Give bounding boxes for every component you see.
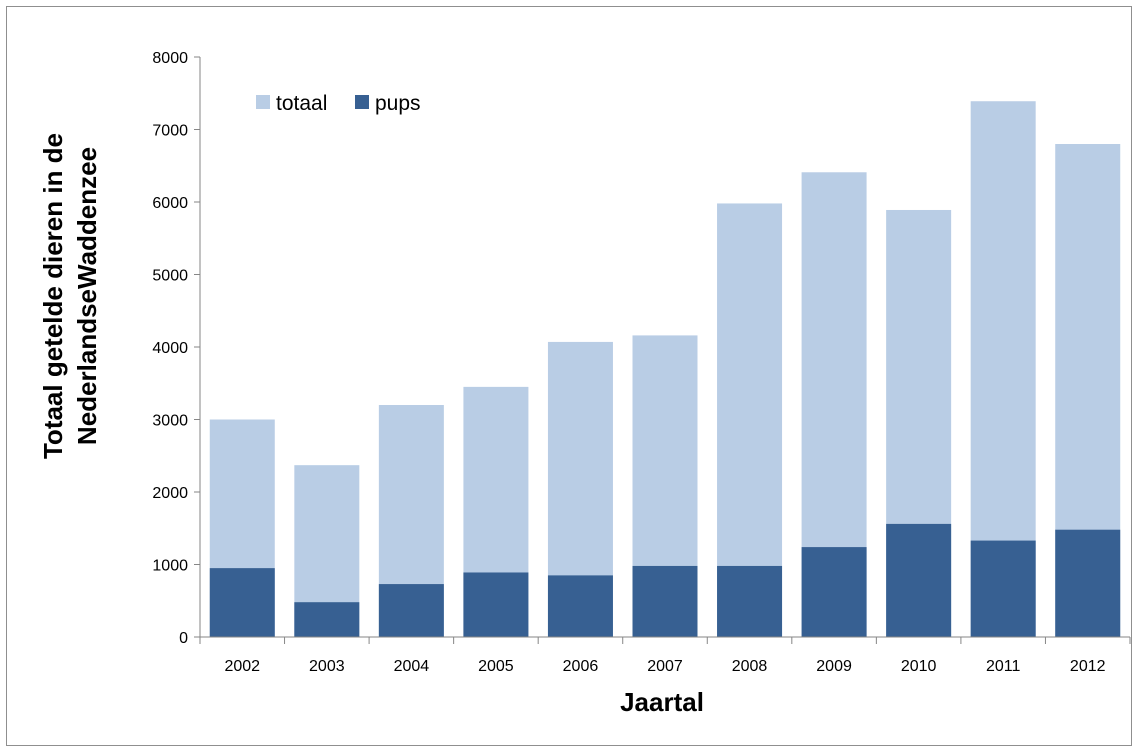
y-tick-label-5000: 5000	[152, 268, 188, 285]
bar-pups-2004	[378, 584, 444, 637]
x-tick-label-2005: 2005	[478, 658, 514, 675]
bar-pups-2003	[294, 602, 360, 637]
x-axis-title: Jaartal	[620, 687, 704, 717]
x-tick-label-2010: 2010	[901, 658, 937, 675]
bar-pups-2008	[717, 565, 783, 637]
x-tick-label-2009: 2009	[816, 658, 852, 675]
y-tick-label-8000: 8000	[152, 50, 188, 67]
y-tick-label-4000: 4000	[152, 340, 188, 357]
bar-pups-2012	[1055, 529, 1121, 637]
y-axis-title-line-2: NederlandseWaddenzee	[72, 147, 102, 445]
bar-pups-2007	[632, 565, 698, 637]
y-tick-label-0: 0	[179, 630, 188, 647]
bar-pups-2010	[886, 523, 952, 637]
bar-pups-2005	[463, 572, 529, 637]
y-tick-label-3000: 3000	[152, 413, 188, 430]
y-axis-title: Totaal getelde dieren in de NederlandseW…	[38, 133, 102, 459]
bar-pups-2006	[547, 575, 613, 638]
bar-pups-2011	[970, 540, 1036, 637]
x-tick-label-2012: 2012	[1070, 658, 1106, 675]
x-tick-label-2006: 2006	[563, 658, 599, 675]
legend-swatch-pups	[355, 95, 369, 109]
bar-totaal-2008	[717, 203, 783, 637]
legend-swatch-totaal	[256, 95, 270, 109]
axes-layer	[194, 56, 1131, 644]
x-tick-label-2007: 2007	[647, 658, 683, 675]
x-tick-label-2008: 2008	[732, 658, 768, 675]
y-tick-label-6000: 6000	[152, 195, 188, 212]
y-axis-title-line-1: Totaal getelde dieren in de	[38, 133, 68, 459]
labels-layer: 0 1000 2000 3000 4000 5000 6000 7000 8000 2002 200…	[152, 50, 1105, 675]
x-tick-label-2011: 2011	[986, 658, 1021, 675]
legend-label-pups: pups	[375, 92, 421, 115]
y-tick-label-2000: 2000	[152, 485, 188, 502]
bar-pups-2009	[801, 547, 867, 637]
x-tick-label-2004: 2004	[394, 658, 430, 675]
x-tick-label-2002: 2002	[224, 658, 260, 675]
y-tick-label-1000: 1000	[152, 558, 188, 575]
x-tick-label-2003: 2003	[309, 658, 345, 675]
legend: totaal pups	[256, 92, 421, 115]
legend-label-totaal: totaal	[276, 92, 327, 115]
bar-pups-2002	[209, 568, 275, 638]
y-tick-label-7000: 7000	[152, 123, 188, 140]
bars-layer	[209, 101, 1121, 638]
